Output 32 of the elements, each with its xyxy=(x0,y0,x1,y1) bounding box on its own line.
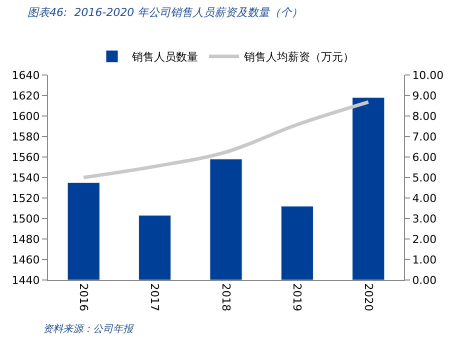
y-tick-label: 1500 xyxy=(12,212,40,226)
y2-tick-label: 8.00 xyxy=(412,110,437,123)
y-tick-label: 1520 xyxy=(12,192,40,205)
x-tick-label: 2020 xyxy=(362,283,375,312)
y2-tick-label: 9.00 xyxy=(412,89,437,102)
y2-tick-label: 6.00 xyxy=(412,150,437,164)
line-series xyxy=(82,100,370,180)
y2-tick-label: 2.00 xyxy=(412,232,437,246)
y-tick-label: 1460 xyxy=(12,253,40,266)
y2-tick-label: 3.00 xyxy=(412,212,437,226)
y-tick-label: 1580 xyxy=(12,130,40,144)
y2-tick-label: 1.00 xyxy=(412,253,437,266)
chart-title: 图表46: 2016-2020 年公司销售人员薪资及数量（个） xyxy=(28,6,303,20)
x-tick-label: 2019 xyxy=(290,283,304,312)
legend-label: 销售人员数量 xyxy=(131,50,198,64)
y-tick-label: 1560 xyxy=(12,150,40,164)
y-tick-label: 1540 xyxy=(12,171,40,184)
x-tick-label: 2016 xyxy=(77,283,90,312)
y-tick-label: 1640 xyxy=(12,68,40,82)
legend-label: 销售人均薪资（万元） xyxy=(243,50,354,64)
y2-tick-label: 5.00 xyxy=(412,171,437,184)
y2-tick-label: 10.00 xyxy=(412,68,444,82)
x-tick-label: 2017 xyxy=(148,283,162,312)
y-tick-label: 1440 xyxy=(12,274,40,287)
y2-tick-label: 0.00 xyxy=(412,274,437,287)
y2-tick-label: 7.00 xyxy=(412,130,437,144)
y-tick-label: 1620 xyxy=(12,89,40,102)
text: 资料来源：公司年报 xyxy=(43,323,134,335)
y-tick-label: 1480 xyxy=(12,232,40,246)
y-tick-label: 1600 xyxy=(12,110,40,123)
y2-tick-label: 4.00 xyxy=(412,192,437,205)
x-tick-label: 2018 xyxy=(219,283,232,312)
